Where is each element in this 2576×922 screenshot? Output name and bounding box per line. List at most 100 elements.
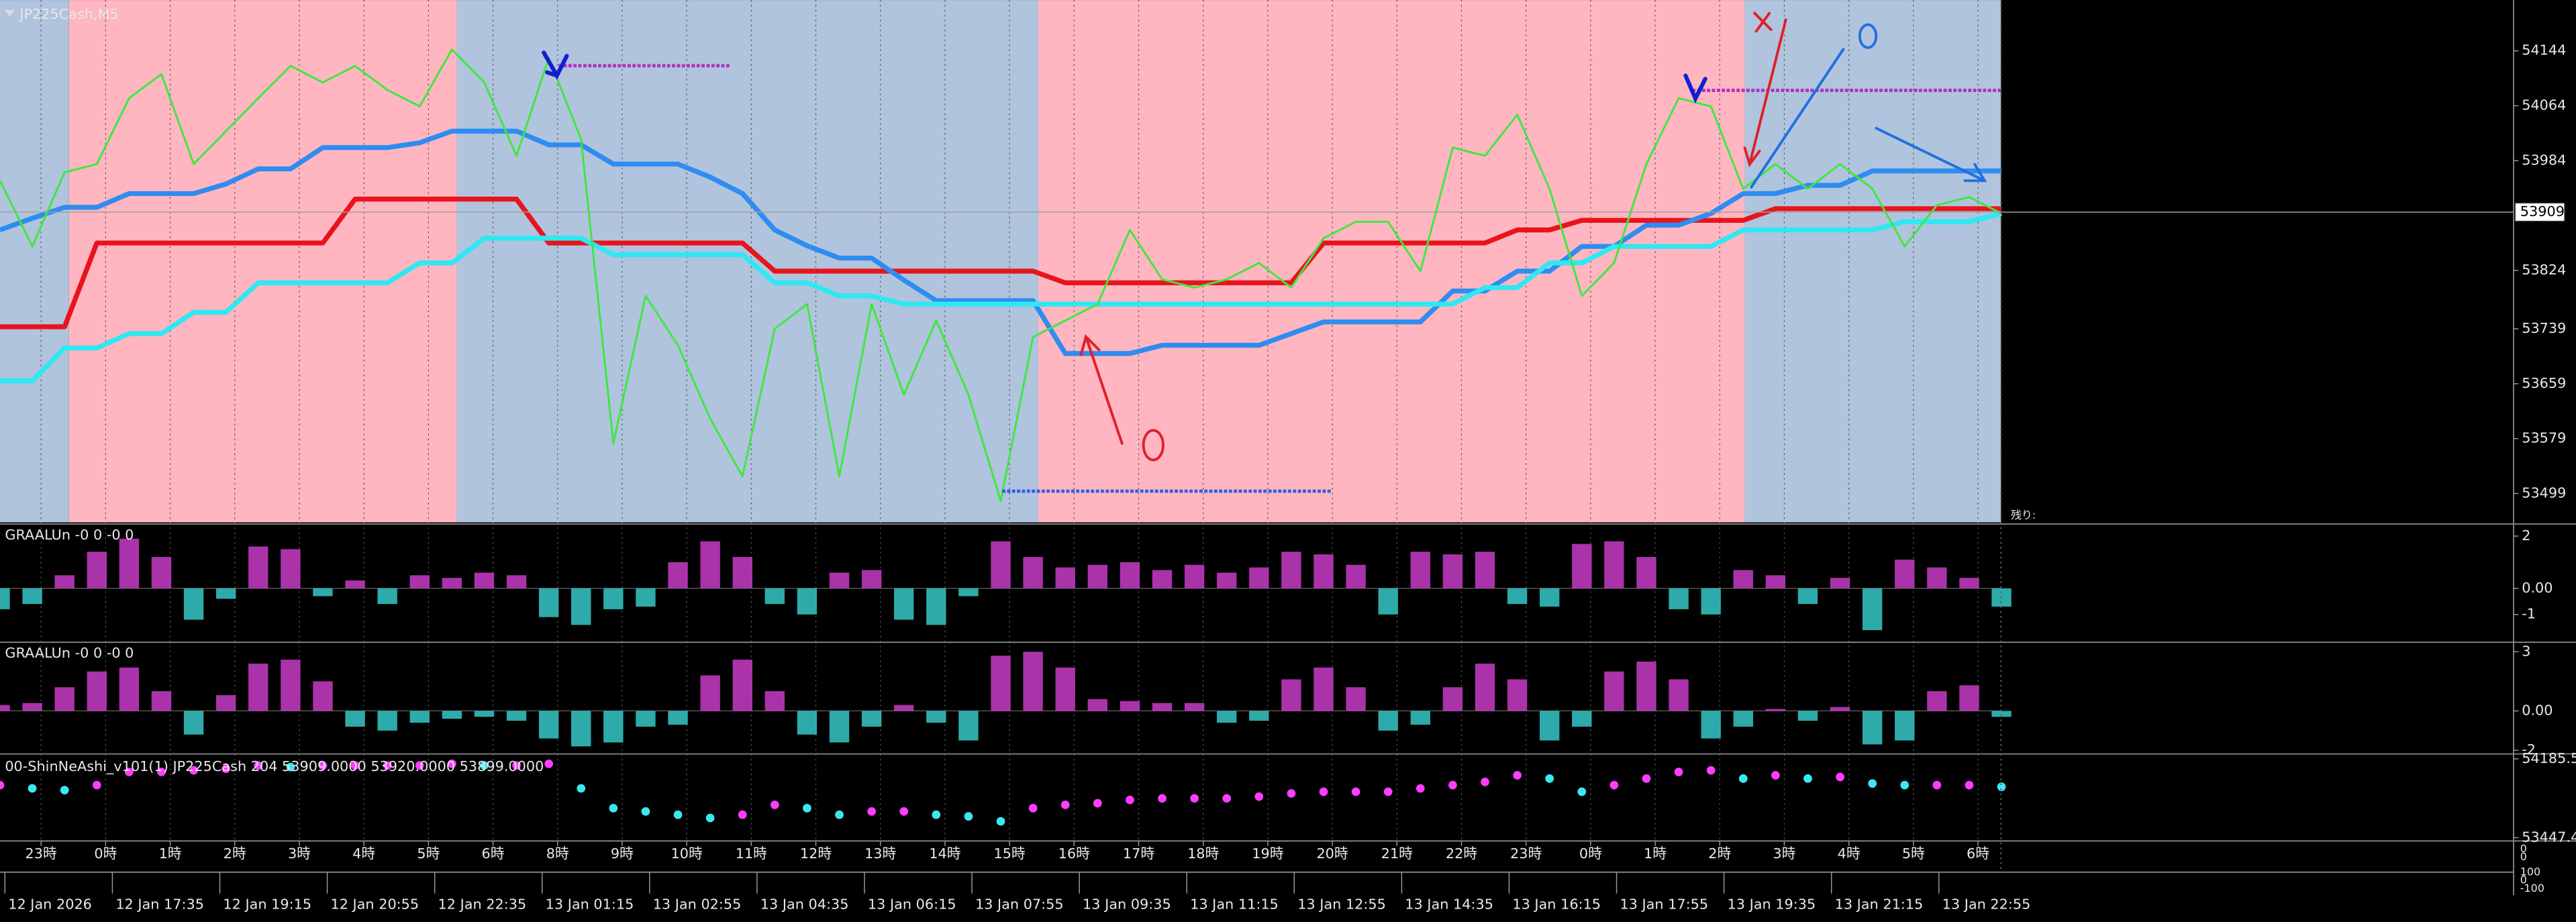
date-label: 13 Jan 11:15 [1190,897,1279,913]
y-tick-label: 53447.45 [2522,829,2576,845]
histogram-bar [1152,703,1173,711]
histogram-bar [1539,588,1560,607]
histogram-bar [1797,711,1818,721]
histogram-bar [1281,552,1301,588]
candle-dot [512,761,521,770]
histogram-bar [1765,709,1786,711]
price-line [0,128,2002,356]
band [1038,0,1745,523]
menu-triangle[interactable] [5,9,15,17]
candle-dot [1900,780,1910,790]
candle-dot [1481,777,1489,786]
candle-dot [1351,787,1360,797]
candle-dot [803,803,811,813]
histogram-bar [636,711,656,727]
histogram-bar [1959,685,1979,711]
histogram-bar [1701,711,1721,739]
candle-dot [770,801,779,809]
indicator-title: GRAALUn -0 0 -0 0 [5,527,134,543]
histogram-bar [1604,671,1624,711]
histogram-bar [1120,701,1140,711]
histogram-bar [442,578,462,588]
histogram-bar [1442,554,1463,588]
annotations [542,11,1987,462]
histogram-bar [571,588,591,625]
candle-dot [867,807,876,816]
histogram-bar [506,575,527,588]
histogram-bar [700,541,720,588]
hour-label: 10時 [671,846,703,862]
y-tick-label: -2 [2522,741,2536,758]
y-tick-label: 54185.55 [2522,750,2576,766]
histogram-bar [926,588,946,625]
candle-dot [1319,787,1328,797]
histogram-bar [1249,567,1269,588]
candle-dot [1254,792,1264,801]
histogram-bar [1249,711,1269,721]
candle-dot [1803,774,1812,783]
candle-dot [705,813,715,823]
histogram-bar [1475,663,1495,711]
candle-dot [383,761,392,770]
histogram-bar [313,681,333,711]
candle-dot [577,784,586,793]
histogram-bar [1378,711,1398,731]
symbol-title: JP225Cash,M5 [18,6,118,22]
date-label: 13 Jan 06:15 [868,897,956,913]
candle-dot [1674,768,1683,776]
hour-label: 3時 [288,846,311,862]
hour-label: 0時 [94,846,117,862]
hour-label: 2時 [1708,846,1731,862]
plot-layer [0,48,2514,826]
candle-dot [1287,789,1296,798]
date-label: 13 Jan 02:55 [653,897,742,913]
candle-dot [1642,774,1651,783]
date-label: 13 Jan 12:55 [1297,897,1386,913]
hour-label: 23時 [1510,846,1542,862]
histogram-bar [1120,562,1140,588]
candle-dot [964,812,973,821]
histogram-bar [54,575,75,588]
candle-dot [60,786,69,795]
histogram-bar [1636,661,1656,711]
hour-label: 13時 [864,846,896,862]
last-price-label: 53909 [2520,203,2565,219]
hour-label: 23時 [26,846,57,862]
candle-dot [157,768,166,776]
histogram-bar [1507,679,1528,711]
candle-dot [899,807,909,816]
histogram-bar [538,711,559,739]
histogram-bar [474,711,495,717]
histogram-bar [668,711,688,725]
histogram-bar [183,711,204,735]
date-label: 12 Jan 20:55 [330,897,419,913]
signal-arrow [542,50,569,81]
axis-label: 0 [2520,850,2527,863]
histogram-bar [215,695,236,711]
histogram-bar [409,575,430,588]
histogram-bar [1927,567,1947,588]
hour-label: 4時 [1838,846,1861,862]
date-label: 13 Jan 22:55 [1942,897,2031,913]
histogram-bar [183,588,204,620]
panel-frames [0,0,2576,896]
candle-dot [1545,774,1554,783]
histogram-bar [1217,711,1237,723]
histogram-bar [1314,554,1334,588]
candle-dot [28,784,37,793]
hour-label: 11時 [736,846,767,862]
candle-dot [1577,787,1587,797]
candle-dot [1932,780,1942,790]
histogram-bar [506,711,527,721]
histogram-bar [1152,570,1173,588]
histogram-bar [797,711,818,735]
histogram-bar [571,711,591,747]
hour-label: 1時 [159,846,182,862]
hour-label: 9時 [611,846,634,862]
y-tick-label: 53824 [2522,262,2566,278]
candle-dot [641,807,650,816]
hour-label: 1時 [1644,846,1667,862]
axis-label: 0 [2520,842,2527,855]
histogram-bar [797,588,818,615]
hour-label: 6時 [482,846,505,862]
